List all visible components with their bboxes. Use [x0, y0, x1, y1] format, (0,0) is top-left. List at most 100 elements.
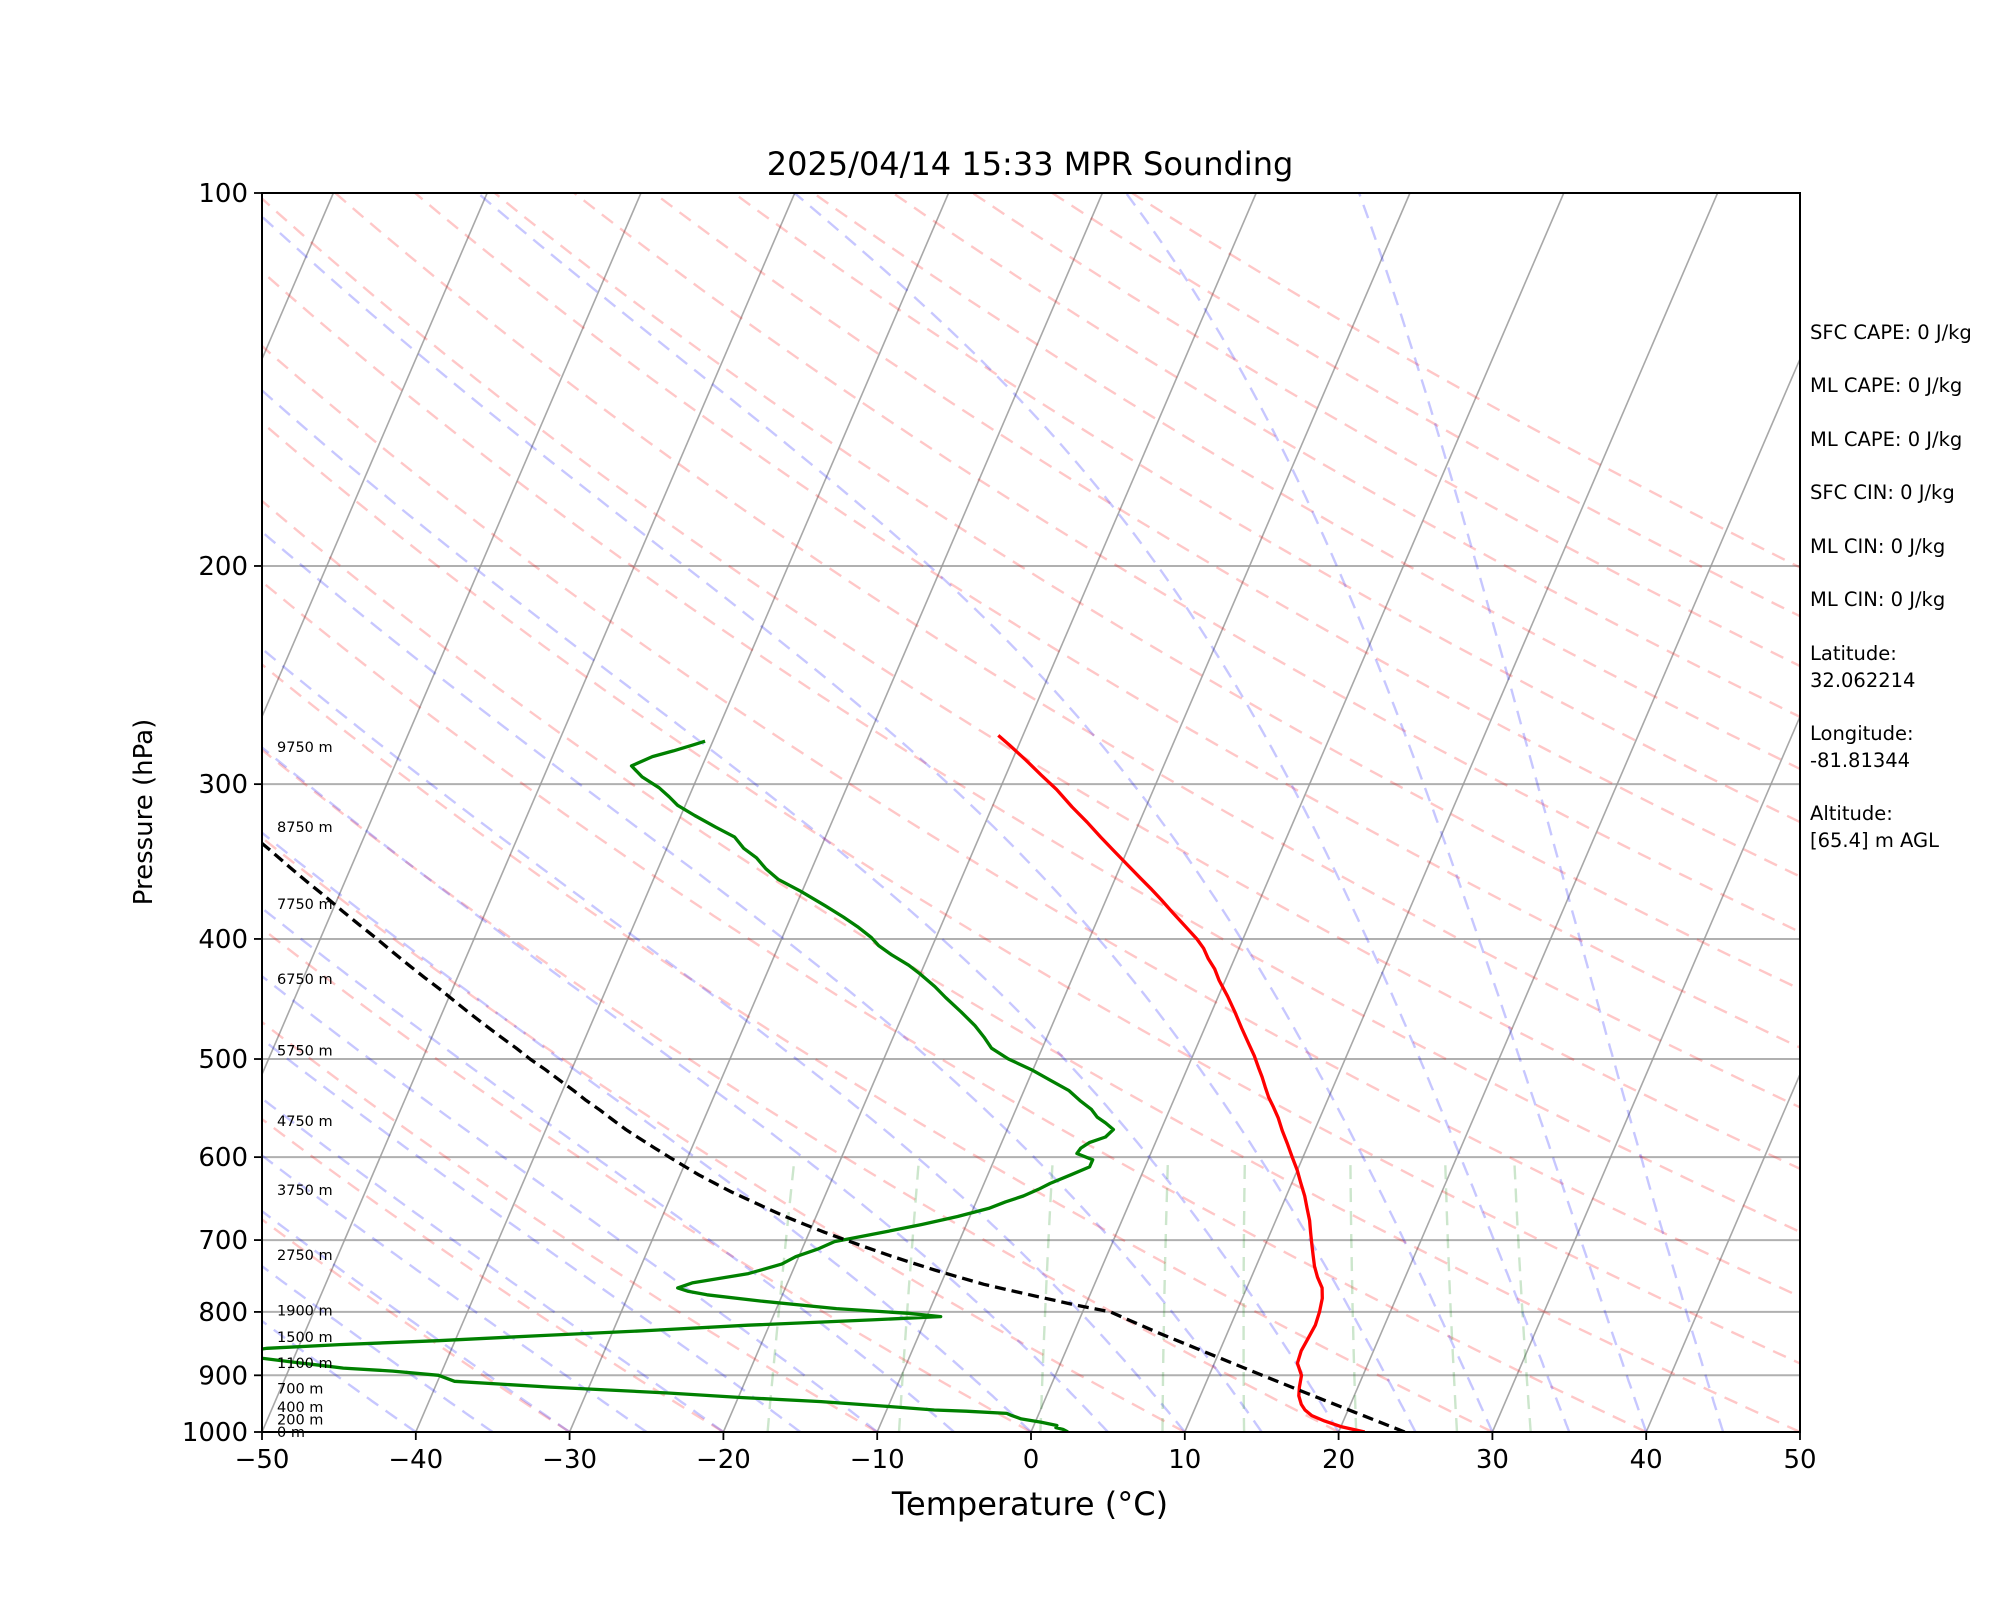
param-line: [65.4] m AGL: [1810, 829, 1939, 852]
dry-adiabat-line: [262, 499, 1800, 1432]
isotherm-line: [1645, 1072, 1800, 1432]
isotherm-line: [262, 193, 642, 1077]
param-line: SFC CIN: 0 J/kg: [1810, 481, 1955, 504]
moist-adiabat-line: [262, 530, 1263, 1432]
param-line: Latitude:: [1810, 642, 1897, 665]
x-tick-label: 0: [1023, 1445, 1040, 1475]
moist-adiabat-line: [262, 906, 955, 1432]
dry-adiabat-line: [414, 193, 1800, 1049]
param-ml-cin-2: ML CIN: 0 J/kg: [1810, 586, 1945, 613]
moist-adiabat-line: [476, 193, 1494, 1432]
y-tick-label: 800: [198, 1298, 248, 1328]
dry-adiabat-line: [262, 1217, 571, 1432]
dry-adiabat-line: [262, 926, 1032, 1432]
moist-adiabat-line: [262, 1096, 725, 1432]
mixing-ratio-line: [1443, 1157, 1459, 1432]
isotherm-line: [262, 193, 488, 719]
dry-adiabat-line: [262, 344, 1800, 1298]
dry-adiabat-line: [334, 193, 1800, 1109]
dry-adiabat-line: [262, 580, 1647, 1432]
y-tick-label: 700: [198, 1226, 248, 1256]
moist-adiabat-line: [262, 745, 1109, 1432]
chart-title: 2025/04/14 15:33 MPR Sounding: [767, 145, 1294, 183]
y-tick-label: 400: [198, 925, 248, 955]
height-label: 5750 m: [277, 1043, 333, 1059]
param-line: Altitude:: [1810, 802, 1893, 825]
moist-adiabat-line: [262, 1153, 648, 1432]
y-tick-label: 500: [198, 1045, 248, 1075]
moist-adiabat-line: [262, 214, 1417, 1432]
param-ml-cin-1: ML CIN: 0 J/kg: [1810, 533, 1945, 560]
mixing-ratio-line: [766, 1156, 796, 1432]
x-tick-label: 20: [1322, 1445, 1355, 1475]
isotherm-line: [1184, 193, 1719, 1432]
isotherm-line: [0, 193, 26, 1432]
param-line: Longitude:: [1810, 722, 1914, 745]
param-line: ML CIN: 0 J/kg: [1810, 588, 1946, 611]
isotherm-line: [262, 193, 335, 362]
x-tick-label: −50: [235, 1445, 290, 1475]
moist-adiabat-line: [262, 647, 1186, 1432]
plot-frame: [261, 192, 1801, 1433]
height-label: 7750 m: [277, 897, 333, 913]
mixing-ratio-line: [897, 1156, 921, 1432]
dewpoint-profile-line: [262, 739, 1116, 1432]
moist-adiabat-line: [793, 193, 1571, 1432]
dry-adiabat-line: [653, 193, 1800, 878]
x-tick-label: 30: [1476, 1445, 1509, 1475]
x-tick-label: −20: [696, 1445, 751, 1475]
height-label: 4750 m: [277, 1114, 333, 1130]
mixing-ratio-line: [1161, 1157, 1170, 1432]
dry-adiabat-line: [892, 193, 1800, 719]
dry-adiabat-line: [262, 197, 1800, 1171]
dry-adiabat-line: [262, 662, 1493, 1432]
moist-adiabat-line: [262, 1209, 571, 1432]
y-tick-label: 600: [198, 1143, 248, 1173]
y-tick-label: 100: [198, 179, 248, 209]
height-label: 2750 m: [277, 1248, 333, 1264]
x-axis-label: Temperature (°C): [891, 1485, 1168, 1523]
isotherm-line: [1337, 356, 1800, 1432]
moist-adiabat-line: [1125, 193, 1648, 1432]
isotherm-line: [568, 193, 1104, 1432]
parcel-profile-line: [262, 841, 1406, 1432]
dry-adiabat-line: [262, 420, 1800, 1365]
x-tick-label: −30: [542, 1445, 597, 1475]
isotherm-line: [722, 193, 1257, 1432]
param-longitude: Longitude: -81.81344: [1810, 720, 1914, 774]
param-ml-cape-1: ML CAPE: 0 J/kg: [1810, 372, 1962, 399]
isotherm-line: [415, 193, 950, 1432]
param-line: ML CAPE: 0 J/kg: [1810, 428, 1963, 451]
dry-adiabat-line: [262, 836, 1186, 1432]
isotherm-line: [262, 193, 796, 1432]
dry-adiabat-line: [1051, 193, 1800, 618]
height-label: 1100 m: [277, 1356, 333, 1372]
height-label: 8750 m: [277, 820, 333, 836]
dry-adiabat-line: [262, 748, 1340, 1432]
x-tick-label: 40: [1630, 1445, 1663, 1475]
moist-adiabat-line: [1357, 193, 1725, 1432]
y-tick-label: 300: [198, 770, 248, 800]
y-tick-label: 900: [198, 1361, 248, 1391]
height-label: 200 m: [277, 1412, 323, 1428]
param-sfc-cape: SFC CAPE: 0 J/kg: [1810, 319, 1972, 346]
temperature-profile-line: [997, 734, 1366, 1432]
param-ml-cape-2: ML CAPE: 0 J/kg: [1810, 426, 1962, 453]
moist-adiabat-line: [262, 1319, 417, 1432]
x-tick-label: −40: [388, 1445, 443, 1475]
height-label: 400 m: [277, 1400, 323, 1416]
param-sfc-cin: SFC CIN: 0 J/kg: [1810, 479, 1955, 506]
y-axis-label: Pressure (hPa): [129, 719, 159, 906]
height-label: 1500 m: [277, 1330, 333, 1346]
moist-adiabat-line: [262, 1037, 802, 1432]
height-label: 1900 m: [277, 1304, 333, 1320]
y-tick-label: 200: [198, 552, 248, 582]
y-tick-label: 1000: [182, 1418, 248, 1448]
mixing-ratio-line: [1039, 1157, 1055, 1432]
param-latitude: Latitude: 32.062214: [1810, 640, 1915, 694]
param-line: SFC CAPE: 0 J/kg: [1810, 321, 1972, 344]
param-line: 32.062214: [1810, 669, 1916, 692]
height-label: 6750 m: [277, 972, 333, 988]
x-tick-label: −10: [850, 1445, 905, 1475]
